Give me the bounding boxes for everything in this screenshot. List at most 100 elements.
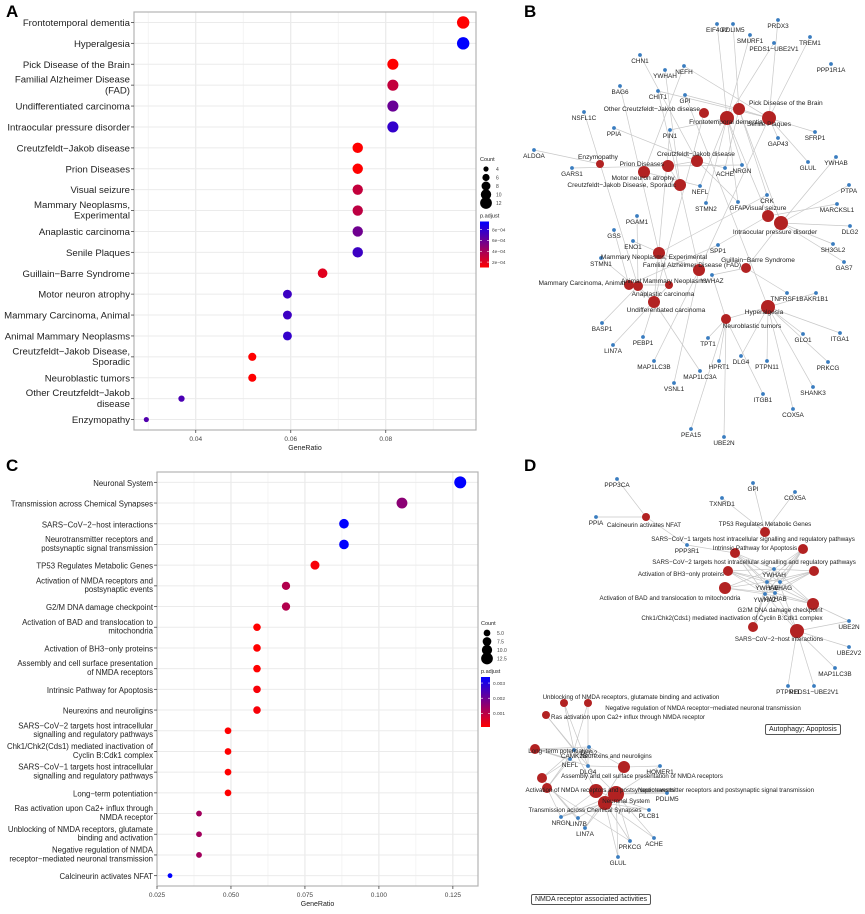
network-edge [767,203,838,217]
network-edge [699,117,728,187]
x-tick-label: 0.04 [189,436,202,443]
legend-size-key [481,644,493,656]
gene-node [786,684,790,688]
x-tick-label: 0.125 [445,892,462,899]
gene-label: EIF4G2 [706,27,728,34]
legend-color-label: 4e−04 [492,249,506,255]
x-tick-label: 0.075 [297,892,314,899]
gene-label: TREM1 [799,40,821,47]
gene-node [772,41,776,45]
gene-label: GAS7 [835,265,852,272]
network-edge [796,630,815,687]
gene-label: SMURF1 [737,38,764,45]
gene-label: MAP1LC3B [637,364,670,371]
network-edge [764,548,804,595]
gene-label: STMN2 [695,206,717,213]
panel-letter-b: B [524,2,537,21]
gene-node [628,839,632,843]
term-node [809,566,819,576]
data-point [248,352,257,361]
data-point [387,121,399,133]
network-edge [727,570,776,594]
network-edge [796,620,850,632]
network-edge [724,587,766,595]
gene-node [638,53,642,57]
gene-label: CRK [760,198,774,205]
data-point [456,37,470,50]
network-edge [768,36,811,119]
term-node [693,264,705,276]
legend-size-label: 12 [496,201,502,207]
term-node [665,281,673,289]
term-node [596,160,604,168]
network-edge [534,746,590,750]
y-tick-label: Guillain−Barre Syndrome [23,269,130,280]
cluster-label-autophagy-apoptosis: Autophagy; Apoptosis [765,724,841,735]
network-edge [642,301,655,338]
term-label: Assembly and cell surface presentation o… [561,773,723,780]
y-tick-label: Neuroblastic tumors [45,373,131,384]
gene-label: UBE2N [838,624,860,631]
gene-label: BASP1 [592,326,613,333]
legend-size-key [481,652,493,665]
network-edge [767,306,794,410]
gene-label: YWHAB [763,596,786,603]
gene-node [698,369,702,373]
gene-node [772,567,776,571]
term-label: Ras activation upon Ca2+ influx through … [551,714,705,721]
plot-area [157,472,478,886]
term-label: G2/M DNA damage checkpoint [738,607,823,614]
labels: Calcineurin activates NFAT TP53 Regulates… [526,482,862,867]
network-edge [573,749,597,792]
term-label: Creutzfeldt−Jakob disease [657,151,735,158]
term-label: Familial Alzheimer Disease (FAD) [643,262,741,269]
term-label: Calcineurin activates NFAT [607,522,681,529]
gene-node [587,745,591,749]
gene-label: SPP1 [710,248,727,255]
gene-label: GLO1 [794,337,811,344]
network-edge [780,222,845,263]
network-edge [705,117,728,204]
panel-letter-d: D [524,456,537,475]
gene-node [570,166,574,170]
gene-label: NEFL [692,189,709,196]
gene-label: GARS1 [561,171,583,178]
network-edge [766,306,769,362]
data-point [352,142,363,154]
network-edge [724,568,775,589]
gene-node [835,202,839,206]
y-tick-label: Anaplastic carcinoma [39,227,131,238]
gene-label: NSFL1C [572,115,597,122]
network-edge [613,229,630,286]
gene-label: COX5A [782,412,804,419]
data-point [310,560,320,570]
gene-label: PRKCG [817,365,840,372]
network-edge [773,568,798,632]
gene-node [736,200,740,204]
network-edge [727,570,766,595]
gene-label: PPP3R1 [675,548,700,555]
network-edge [773,568,814,605]
network-edge [696,160,739,203]
network-edge [613,127,698,162]
network-edge [764,491,796,533]
legend-color-label: 0.002 [493,696,505,702]
term-node [537,773,547,783]
y-tick-label: Ras activation upon Ca2+ influx through N… [15,804,154,822]
network-edge [533,149,601,165]
network-edge [683,65,770,119]
gene-node [834,155,838,159]
gene-node [848,224,852,228]
gene-node [812,684,816,688]
gene-node [720,496,724,500]
gene-label: ACHE [716,171,734,178]
data-point [396,497,408,509]
gene-node [682,64,686,68]
y-tick-label: Transmission across Chemical Synapses [11,500,153,509]
gene-label: TXNRD1 [709,501,735,508]
network-edge [752,592,776,628]
gene-label: GPI [747,486,758,493]
term-node [608,786,624,802]
network-edge [653,129,671,303]
y-tick-label: Calcineurin activates NFAT [60,872,154,881]
